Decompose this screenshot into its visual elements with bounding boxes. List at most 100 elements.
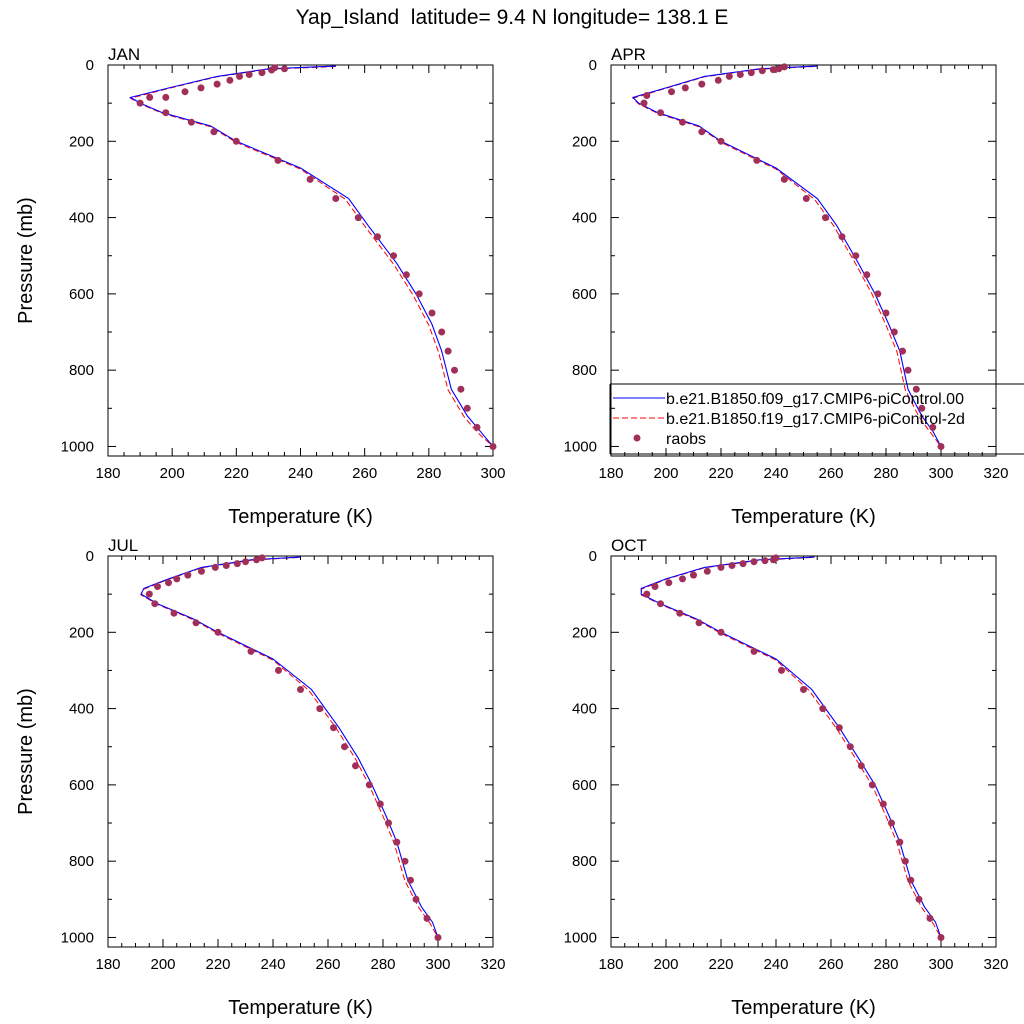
- raobs-point: [753, 156, 761, 164]
- plot-frame: [107, 555, 494, 948]
- x-axis-title: Temperature (K): [731, 506, 876, 528]
- series-line-model2: [129, 66, 493, 447]
- raobs-point: [915, 895, 923, 903]
- x-tick-label: 240: [260, 956, 285, 973]
- raobs-point: [232, 137, 240, 145]
- raobs-point: [899, 347, 906, 355]
- raobs-point: [643, 92, 651, 99]
- y-tick-label: 600: [69, 286, 94, 303]
- raobs-point: [151, 600, 159, 608]
- raobs-point: [679, 118, 686, 126]
- series-line-model2: [640, 557, 942, 938]
- y-axis-title: Pressure (mb): [15, 688, 37, 815]
- x-tick-label: 320: [983, 956, 1008, 973]
- raobs-point: [136, 99, 144, 107]
- raobs-point: [457, 385, 465, 393]
- raobs-point: [681, 84, 689, 92]
- y-tick-label: 800: [69, 853, 94, 870]
- raobs-point: [747, 69, 755, 77]
- raobs-point: [352, 762, 359, 770]
- y-tick-label: 200: [69, 624, 94, 641]
- raobs-point: [838, 233, 846, 241]
- x-tick-label: 320: [480, 956, 505, 973]
- x-tick-label: 200: [653, 956, 678, 973]
- raobs-point: [761, 557, 769, 565]
- raobs-point: [819, 705, 827, 713]
- y-tick-label: 1000: [564, 929, 597, 946]
- raobs-point: [412, 895, 420, 903]
- plot-frame: [107, 64, 494, 457]
- raobs-point: [489, 443, 497, 450]
- raobs-point: [846, 743, 854, 751]
- raobs-point: [904, 366, 912, 374]
- raobs-point: [750, 558, 758, 566]
- x-tick-label: 300: [425, 956, 450, 973]
- y-tick-label: 600: [572, 777, 597, 794]
- raobs-point: [473, 423, 481, 431]
- legend-marker: [633, 434, 641, 442]
- x-tick-label: 180: [95, 956, 120, 973]
- raobs-point: [154, 583, 161, 590]
- raobs-point: [181, 88, 189, 96]
- raobs-point: [780, 175, 788, 183]
- x-tick-label: 200: [150, 956, 175, 973]
- raobs-point: [665, 579, 673, 587]
- raobs-point: [463, 404, 471, 412]
- raobs-point: [281, 65, 288, 73]
- raobs-point: [739, 560, 747, 568]
- raobs-point: [896, 838, 904, 846]
- y-tick-label: 0: [86, 548, 94, 565]
- raobs-point: [423, 914, 431, 922]
- raobs-point: [698, 128, 706, 136]
- raobs-point: [676, 609, 684, 617]
- raobs-point: [937, 934, 945, 941]
- raobs-point: [341, 743, 348, 751]
- raobs-point: [890, 328, 898, 336]
- x-tick-label: 240: [763, 956, 788, 973]
- raobs-point: [698, 80, 706, 88]
- raobs-point: [912, 385, 920, 393]
- x-tick-label: 240: [288, 465, 313, 482]
- x-axis-title: Temperature (K): [228, 997, 373, 1019]
- x-tick-label: 280: [873, 465, 898, 482]
- panel-oct: OCT 180 200 220 240 260 280 300 320 0 200 400 600 800…: [564, 536, 1009, 1019]
- raobs-point: [835, 724, 843, 732]
- y-tick-label: 400: [69, 210, 94, 227]
- panel-label: APR: [611, 45, 646, 64]
- panel-apr: APR 180 200 220 240 260 280 300 320 0 200 400 600 800…: [564, 45, 1024, 528]
- plot-frame: [610, 555, 997, 948]
- raobs-point: [901, 857, 909, 865]
- x-tick-label: 260: [818, 956, 843, 973]
- raobs-point: [374, 233, 381, 241]
- y-tick-label: 400: [572, 701, 597, 718]
- raobs-point: [214, 628, 222, 636]
- legend: b.e21.B1850.f09_g17.CMIP6-piControl.00 b.…: [609, 383, 1024, 455]
- x-axis-title: Temperature (K): [228, 506, 373, 528]
- x-tick-label: 320: [983, 465, 1008, 482]
- raobs-point: [210, 128, 218, 136]
- raobs-point: [211, 563, 219, 571]
- raobs-point: [197, 84, 205, 92]
- raobs-point: [769, 66, 777, 74]
- raobs-point: [222, 562, 230, 569]
- raobs-point: [907, 876, 915, 884]
- y-tick-label: 600: [572, 286, 597, 303]
- raobs-point: [657, 109, 664, 117]
- raobs-point: [242, 558, 249, 566]
- raobs-point: [268, 66, 276, 74]
- raobs-point: [192, 619, 200, 627]
- raobs-point: [213, 80, 221, 88]
- raobs-point: [679, 575, 686, 583]
- raobs-point: [162, 109, 170, 117]
- series-line-model2: [140, 557, 439, 938]
- y-tick-label: 200: [572, 133, 597, 150]
- y-tick-label: 400: [572, 210, 597, 227]
- y-tick-label: 0: [589, 57, 597, 74]
- y-tick-label: 0: [589, 548, 597, 565]
- raobs-point: [725, 72, 733, 80]
- raobs-point: [868, 781, 876, 789]
- x-tick-label: 220: [205, 956, 230, 973]
- raobs-point: [690, 571, 697, 579]
- raobs-point: [717, 563, 725, 571]
- y-tick-label: 400: [69, 701, 94, 718]
